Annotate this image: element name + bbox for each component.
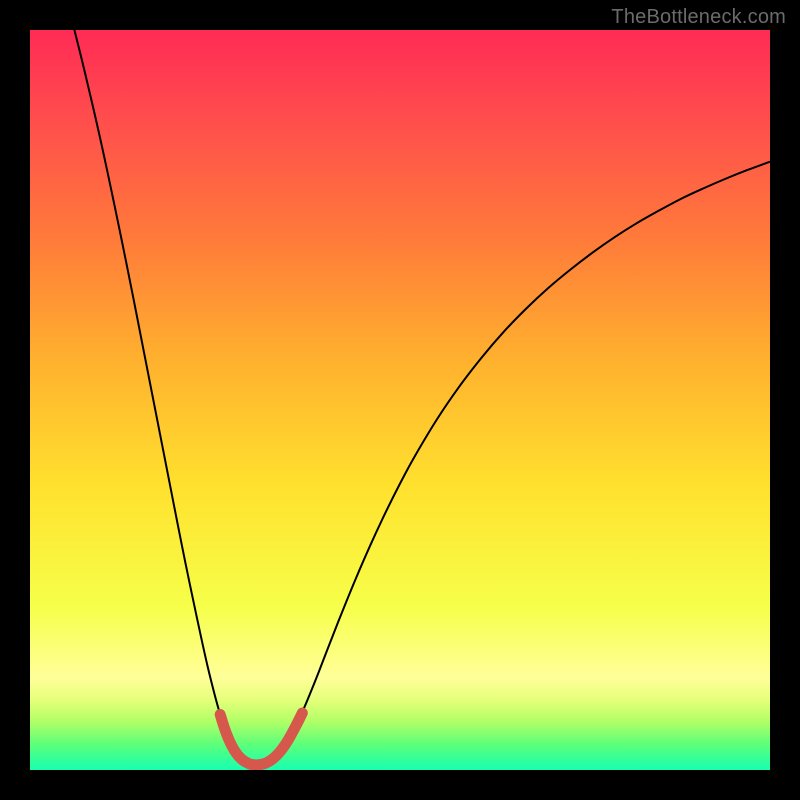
- chart-container: [30, 30, 770, 770]
- chart-background: [30, 30, 770, 770]
- bottleneck-chart: [30, 30, 770, 770]
- watermark-text: TheBottleneck.com: [611, 6, 786, 29]
